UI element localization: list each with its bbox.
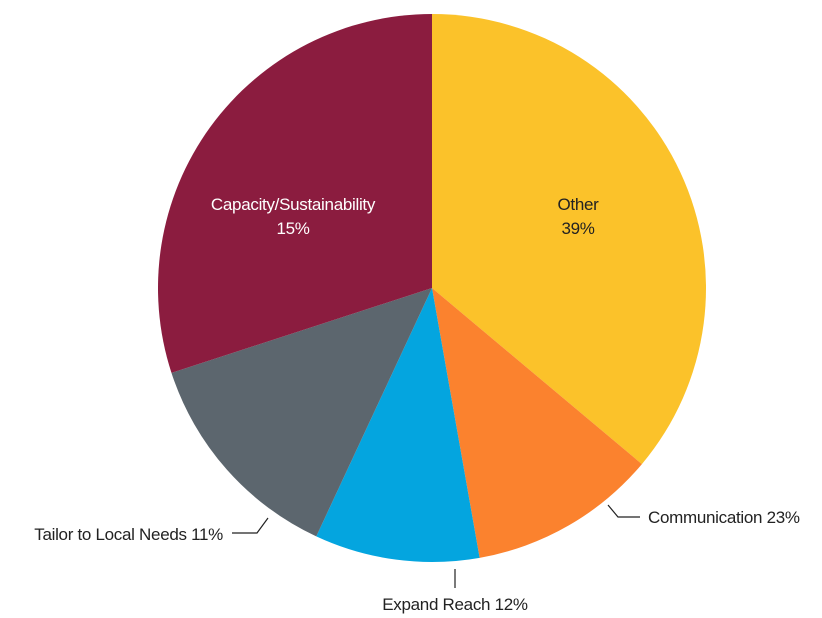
label-tailor-to-local-needs: Tailor to Local Needs 11%: [34, 525, 223, 544]
label-communication-leader-line: [607, 504, 640, 518]
label-capacity-sustainability: Capacity/Sustainability 15%: [211, 195, 376, 238]
label-communication: Communication 23%: [648, 508, 800, 527]
label-other-value: 39%: [561, 219, 594, 238]
pie-slice-capacity-sustainability: [157, 14, 432, 373]
pie-slices: [157, 14, 707, 562]
label-expand-reach: Expand Reach 12%: [382, 595, 528, 614]
label-tailor-to-local-needs-leader-line: [232, 517, 269, 534]
label-capacity-sustainability-name: Capacity/Sustainability: [211, 195, 376, 214]
pie-slice-communication: [432, 288, 642, 558]
pie-slice-tailor-to-local-needs: [171, 288, 432, 537]
pie-labels: Other 39% Communication 23% Expand Reach 12…: [34, 195, 800, 614]
pie-slice-expand-reach: [316, 288, 480, 562]
pie-slice-other: [432, 14, 707, 465]
label-other-name: Other: [557, 195, 599, 214]
label-other: Other 39%: [557, 195, 599, 238]
label-capacity-sustainability-value: 15%: [276, 219, 309, 238]
